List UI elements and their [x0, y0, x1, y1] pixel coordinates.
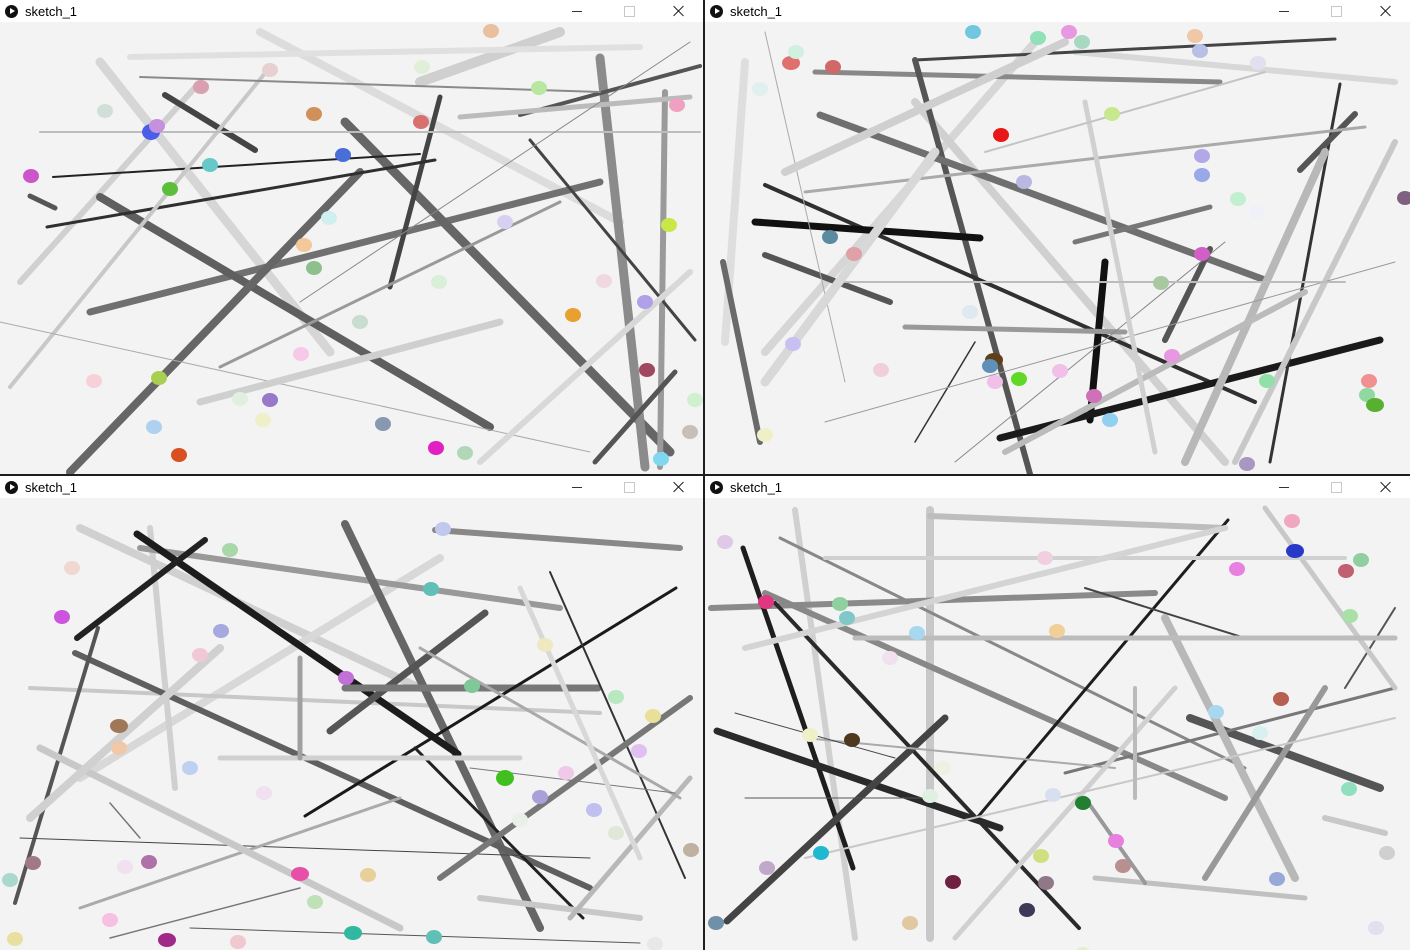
minimize-button[interactable] — [1258, 0, 1310, 22]
minimize-button[interactable] — [1258, 476, 1310, 498]
minimize-button[interactable] — [551, 476, 603, 498]
close-button[interactable] — [1362, 476, 1410, 498]
close-icon — [1380, 5, 1392, 17]
sketch-canvas[interactable] — [0, 498, 703, 950]
sketch-canvas[interactable] — [705, 498, 1410, 950]
minimize-icon — [1279, 486, 1289, 488]
maximize-icon — [1330, 481, 1342, 493]
minimize-icon — [572, 10, 582, 12]
processing-app-icon — [5, 480, 18, 494]
window-title: sketch_1 — [730, 479, 783, 495]
close-icon — [673, 5, 685, 17]
sketch-canvas[interactable] — [0, 22, 703, 474]
processing-app-icon — [710, 4, 723, 18]
sketch-window-4[interactable]: sketch_1 — [705, 476, 1410, 950]
window-title: sketch_1 — [730, 3, 783, 19]
close-button[interactable] — [655, 476, 703, 498]
sketch-canvas[interactable] — [705, 22, 1410, 474]
minimize-button[interactable] — [551, 0, 603, 22]
maximize-button[interactable] — [1310, 0, 1362, 22]
window-title: sketch_1 — [25, 479, 78, 495]
processing-app-icon — [5, 4, 18, 18]
maximize-icon — [623, 481, 635, 493]
title-bar[interactable]: sketch_1 — [0, 0, 703, 22]
maximize-button[interactable] — [603, 476, 655, 498]
close-button[interactable] — [1362, 0, 1410, 22]
minimize-icon — [1279, 10, 1289, 12]
close-button[interactable] — [655, 0, 703, 22]
window-title: sketch_1 — [25, 3, 78, 19]
maximize-icon — [623, 5, 635, 17]
sketch-window-3[interactable]: sketch_1 — [0, 476, 703, 950]
title-bar[interactable]: sketch_1 — [0, 476, 703, 498]
processing-app-icon — [710, 480, 723, 494]
close-icon — [1380, 481, 1392, 493]
title-bar[interactable]: sketch_1 — [705, 476, 1410, 498]
title-bar[interactable]: sketch_1 — [705, 0, 1410, 22]
maximize-button[interactable] — [1310, 476, 1362, 498]
minimize-icon — [572, 486, 582, 488]
close-icon — [673, 481, 685, 493]
sketch-window-2[interactable]: sketch_1 — [705, 0, 1410, 474]
maximize-button[interactable] — [603, 0, 655, 22]
sketch-window-1[interactable]: sketch_1 — [0, 0, 703, 474]
maximize-icon — [1330, 5, 1342, 17]
